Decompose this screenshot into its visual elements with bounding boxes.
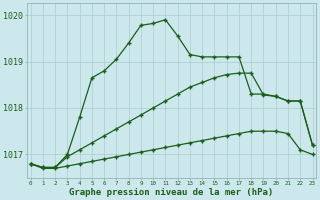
X-axis label: Graphe pression niveau de la mer (hPa): Graphe pression niveau de la mer (hPa) — [69, 188, 274, 197]
